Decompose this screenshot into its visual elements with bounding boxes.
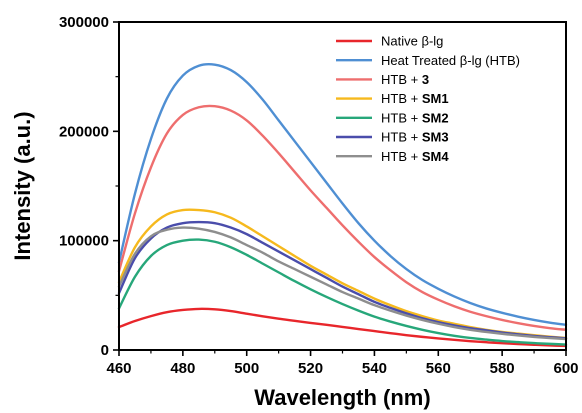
legend-label-6: HTB + SM3 [381, 130, 449, 145]
x-tick-label: 580 [490, 360, 515, 377]
y-tick-label: 100000 [59, 233, 109, 250]
x-tick-label: 540 [362, 360, 387, 377]
y-tick-label: 300000 [59, 14, 109, 31]
x-tick-label: 600 [553, 360, 578, 377]
x-axis: 460 480 500 520 540 560 580 600 [106, 350, 578, 377]
legend-label-4: HTB + SM1 [381, 91, 449, 106]
legend-label-3: HTB + 3 [381, 72, 429, 87]
x-tick-label: 500 [234, 360, 259, 377]
legend-label-2: Heat Treated β-lg (HTB) [381, 53, 520, 68]
y-axis-title: Intensity (a.u.) [10, 111, 35, 260]
x-tick-label: 520 [298, 360, 323, 377]
y-tick-label: 200000 [59, 123, 109, 140]
x-tick-label: 480 [170, 360, 195, 377]
series-layer [119, 64, 566, 346]
legend-label-5: HTB + SM2 [381, 110, 449, 125]
x-axis-title: Wavelength (nm) [254, 385, 430, 410]
legend-label-7: HTB + SM4 [381, 149, 449, 164]
y-axis: 0 100000 200000 300000 [59, 14, 119, 359]
y-tick-label: 0 [101, 342, 109, 359]
legend-label-1: Native β-lg [381, 34, 443, 49]
x-tick-label: 460 [106, 360, 131, 377]
x-tick-label: 560 [426, 360, 451, 377]
series-line-3 [119, 106, 566, 330]
legend: Native β-lg Heat Treated β-lg (HTB) HTB + … [336, 34, 520, 164]
